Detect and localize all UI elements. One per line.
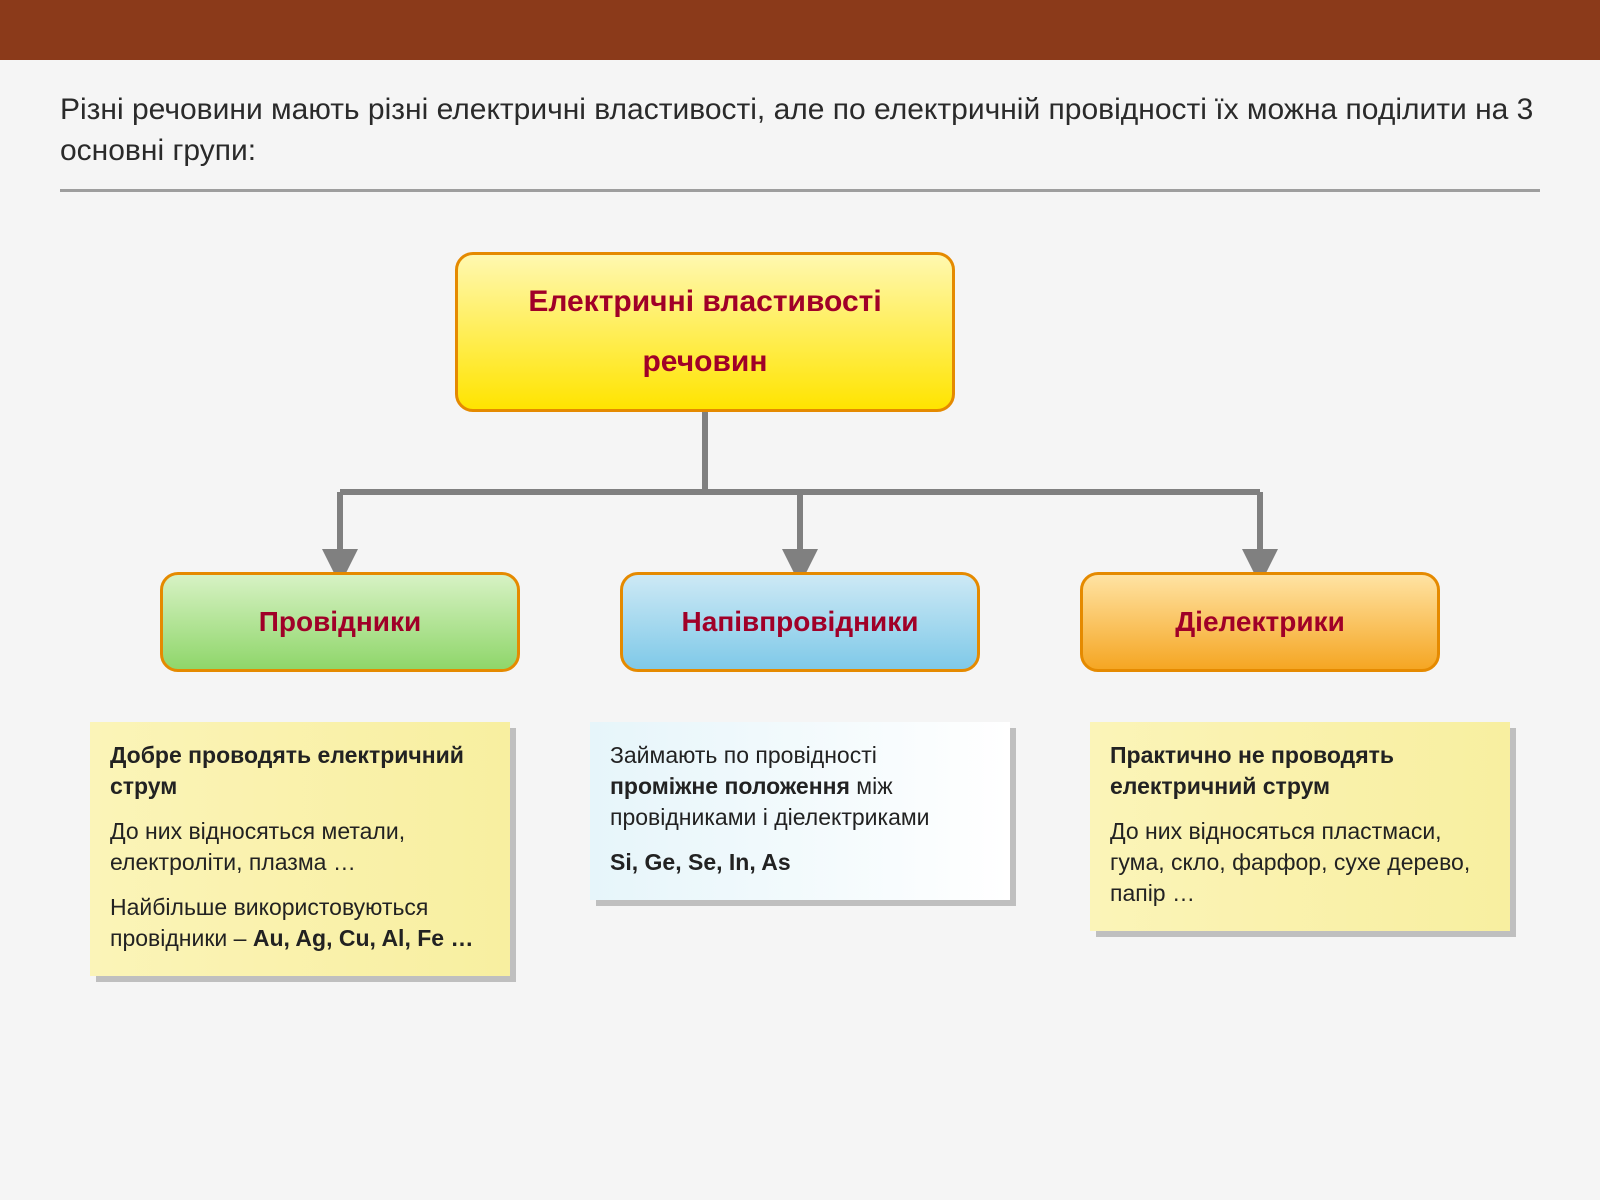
diagram: Електричні властивості речовин Провідник… bbox=[60, 192, 1540, 1172]
child-label: Діелектрики bbox=[1175, 606, 1345, 638]
desc-box-0: Добре проводять електричний струмДо них … bbox=[90, 722, 510, 976]
child-node-0: Провідники bbox=[160, 572, 520, 672]
root-node: Електричні властивості речовин bbox=[455, 252, 955, 412]
child-label: Провідники bbox=[259, 606, 421, 638]
intro-text: Різні речовини мають різні електричні вл… bbox=[60, 90, 1540, 192]
child-node-1: Напівпровідники bbox=[620, 572, 980, 672]
child-node-2: Діелектрики bbox=[1080, 572, 1440, 672]
desc-box-2: Практично не проводять електричний струм… bbox=[1090, 722, 1510, 931]
content-area: Різні речовини мають різні електричні вл… bbox=[0, 60, 1600, 1172]
desc-box-1: Займають по провідності проміжне положен… bbox=[590, 722, 1010, 900]
root-line2: речовин bbox=[642, 345, 767, 378]
top-bar bbox=[0, 0, 1600, 60]
child-label: Напівпровідники bbox=[682, 606, 919, 638]
root-line1: Електричні властивості bbox=[528, 285, 881, 318]
